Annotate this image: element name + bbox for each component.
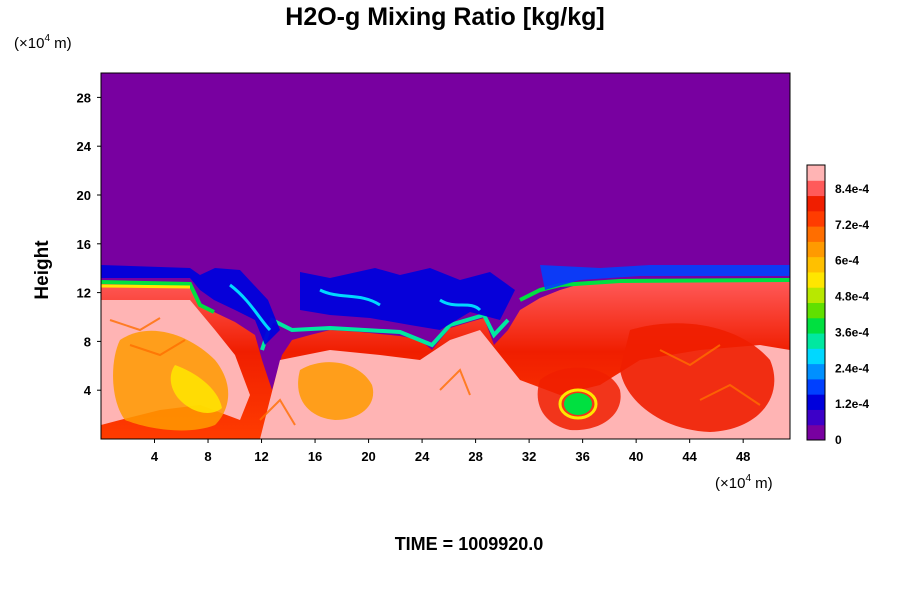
colorbar-tick-label: 0 [835,433,842,447]
x-tick-label: 28 [468,449,482,464]
blue-cloud-right [540,265,790,290]
plot-frame [100,72,791,440]
colorbar-segment [807,333,825,349]
y-tick-label: 20 [77,188,91,203]
colorbar-segment [807,287,825,303]
blue-cloud-center [300,268,515,330]
colorbar-segment [807,317,825,334]
x-tick-label: 44 [682,449,697,464]
x-tick-label: 12 [254,449,268,464]
colorbar [806,164,826,441]
colorbar-tick-label: 4.8e-4 [835,290,869,304]
orange-filaments [109,317,761,426]
colorbar-segment [807,363,825,380]
colorbar-segment [807,180,825,197]
colorbar-segment [807,394,825,410]
colorbar-tick-label: 1.2e-4 [835,397,869,411]
colorbar-tick-label: 8.4e-4 [835,182,869,196]
cyan-filament [229,283,482,332]
y-axis-ticks: 4 8 12 16 20 24 28 [77,90,101,398]
colorbar-segment [807,302,825,319]
colorbar-segment [807,409,825,426]
colorbar-ticks: 0 1.2e-4 2.4e-4 3.6e-4 4.8e-4 6e-4 7.2e-4 8.4e-… [835,182,869,447]
colorbar-tick-label: 2.4e-4 [835,361,869,375]
colorbar-segment [807,210,825,227]
green-vortex [564,393,592,415]
colorbar-segment [807,256,825,273]
transition-green-band-mid [260,312,510,351]
x-tick-label: 40 [629,449,643,464]
x-tick-label: 8 [204,449,211,464]
x-tick-label: 36 [575,449,589,464]
y-tick-label: 8 [84,334,91,349]
colorbar-segment [807,195,825,212]
x-tick-label: 20 [361,449,375,464]
y-tick-label: 12 [77,286,91,301]
colorbar-segment [807,424,825,441]
colorbar-segment [807,226,825,242]
y-tick-label: 4 [84,383,92,398]
x-tick-label: 48 [736,449,750,464]
plot-area [101,73,790,439]
time-label: TIME = 1009920.0 [395,534,544,554]
x-axis-unit: (×104 m) [715,473,773,492]
x-axis-ticks: 4 8 12 16 20 24 28 32 36 40 44 48 [151,439,750,464]
yellow-turbulence-left [170,365,222,413]
x-tick-label: 16 [308,449,322,464]
colorbar-segment [807,165,825,181]
x-tick-label: 32 [522,449,536,464]
colorbar-segment [807,348,825,365]
orange-eddy-center [298,362,374,420]
y-axis-label: Height [32,240,53,300]
y-axis-unit: (×104 m) [14,33,72,52]
red-eddy-right [620,323,775,432]
colorbar-tick-label: 7.2e-4 [835,218,869,232]
y-tick-label: 24 [77,139,92,154]
y-tick-label: 28 [77,90,91,105]
colorbar-frame [806,164,826,441]
x-tick-label: 4 [151,449,159,464]
chart-title: H2O-g Mixing Ratio [kg/kg] [285,3,604,31]
colorbar-segment [807,378,825,395]
colorbar-segment [807,271,825,288]
x-tick-label: 24 [415,449,430,464]
transition-yellow-band [101,284,191,289]
blue-cloud-left [101,265,280,345]
yellow-vortex-ring [558,388,598,420]
colorbar-tick-label: 6e-4 [835,254,859,268]
y-tick-label: 16 [77,237,91,252]
transition-green-band [101,280,215,314]
colorbar-tick-label: 3.6e-4 [835,325,869,339]
colorbar-segment [807,241,825,258]
